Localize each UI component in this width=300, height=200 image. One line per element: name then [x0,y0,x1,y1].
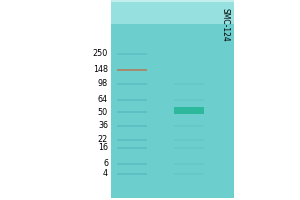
Text: 6: 6 [103,160,108,168]
Text: 50: 50 [98,108,108,116]
Bar [117,173,147,175]
Bar [111,2,234,198]
Bar [174,173,204,175]
Bar [174,125,204,127]
Bar [117,111,147,113]
Bar [117,147,147,149]
Bar [117,83,147,85]
Text: 22: 22 [98,136,108,144]
Bar [174,139,204,141]
Bar [117,163,147,165]
Text: 98: 98 [98,79,108,88]
Bar [111,0,234,24]
Bar [174,111,204,113]
Text: 36: 36 [98,121,108,130]
Bar [174,83,204,85]
Bar [117,139,147,141]
Text: 16: 16 [98,144,108,152]
Bar [174,99,204,101]
Bar [117,99,147,101]
Bar [117,69,147,71]
Text: SMC-124: SMC-124 [220,8,230,42]
Bar [117,53,147,55]
Bar [174,107,204,114]
Bar [174,147,204,149]
Text: 64: 64 [98,96,108,104]
Text: 4: 4 [103,170,108,178]
Text: 250: 250 [93,49,108,58]
Bar [117,125,147,127]
Text: 148: 148 [93,66,108,74]
Bar [174,163,204,165]
